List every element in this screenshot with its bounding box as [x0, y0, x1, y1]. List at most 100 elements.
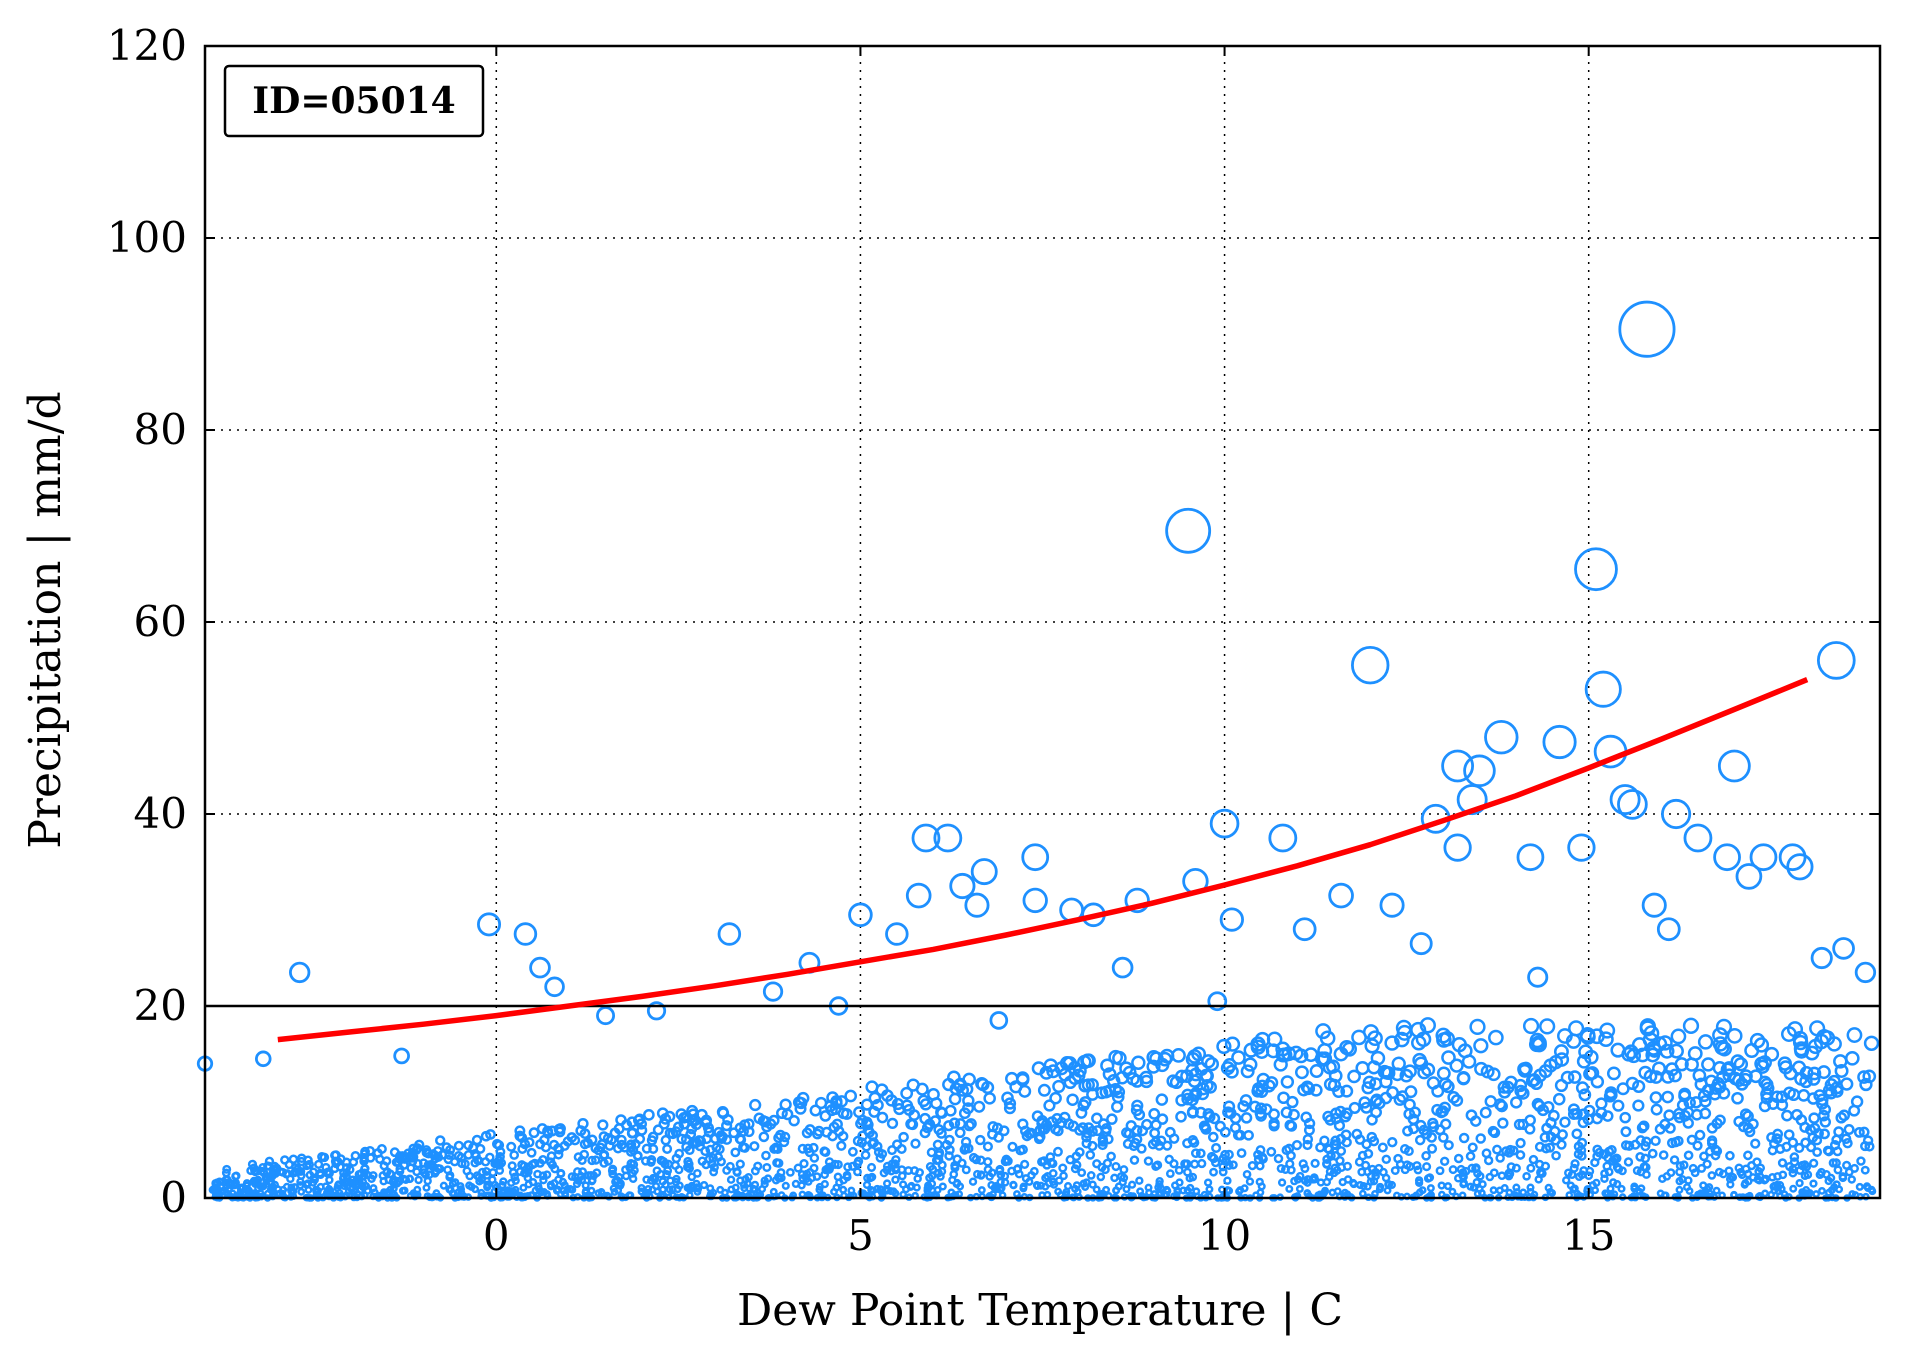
background-point — [1537, 1104, 1549, 1117]
data-point — [513, 922, 538, 946]
background-point — [749, 1184, 758, 1193]
background-point — [1314, 1051, 1330, 1066]
background-point — [1102, 1067, 1117, 1081]
background-point — [1266, 1031, 1283, 1048]
background-point — [1300, 1164, 1310, 1174]
data-point — [1609, 784, 1641, 816]
background-point — [314, 1186, 322, 1195]
background-point — [1534, 1175, 1543, 1184]
background-point — [1569, 1163, 1579, 1173]
background-point — [1427, 1117, 1439, 1130]
background-point — [847, 1146, 858, 1157]
background-point — [815, 1182, 824, 1191]
background-point — [662, 1143, 673, 1154]
data-point — [1209, 808, 1240, 839]
background-point — [556, 1169, 566, 1179]
background-point — [1612, 1162, 1622, 1172]
background-point — [1129, 1155, 1140, 1165]
background-point — [1298, 1159, 1308, 1169]
background-point — [1694, 1129, 1706, 1141]
data-point — [1717, 749, 1751, 783]
background-point — [644, 1185, 653, 1193]
background-point — [1670, 1028, 1687, 1045]
background-point — [1822, 1170, 1831, 1179]
background-point — [1485, 1172, 1495, 1182]
background-point — [1661, 1090, 1675, 1104]
background-point — [1443, 1140, 1454, 1151]
background-point — [247, 1159, 258, 1169]
background-point — [1237, 1100, 1250, 1113]
background-point — [1223, 1176, 1232, 1185]
background-point — [1209, 1167, 1218, 1177]
background-point — [781, 1181, 790, 1190]
background-point — [1195, 1148, 1206, 1159]
background-point — [716, 1133, 727, 1145]
background-point — [1277, 1178, 1287, 1187]
background-point — [1186, 1106, 1199, 1119]
x-tick-label: 5 — [847, 1211, 874, 1260]
y-axis-label: Precipitation | mm/d — [20, 391, 71, 848]
background-point — [1567, 1070, 1582, 1084]
background-point — [1240, 1112, 1253, 1124]
background-point — [924, 1181, 933, 1190]
background-point — [527, 1159, 538, 1170]
background-point — [1174, 1165, 1184, 1175]
background-point — [650, 1174, 660, 1184]
data-point — [1328, 882, 1354, 909]
background-point — [1110, 1173, 1119, 1183]
background-point — [1239, 1094, 1253, 1107]
background-point — [703, 1126, 715, 1138]
background-point — [1377, 1142, 1388, 1153]
background-point — [626, 1127, 638, 1139]
background-point — [1755, 1176, 1764, 1185]
background-point — [808, 1142, 819, 1153]
background-point — [1773, 1180, 1782, 1190]
background-point — [1092, 1185, 1101, 1194]
background-point — [474, 1173, 484, 1182]
background-point — [430, 1153, 440, 1164]
background-point — [750, 1166, 760, 1176]
background-point — [613, 1143, 624, 1154]
background-point — [1340, 1129, 1352, 1141]
background-point — [982, 1141, 993, 1152]
background-point — [1732, 1073, 1746, 1088]
background-point — [1848, 1104, 1861, 1117]
background-point — [1650, 1103, 1663, 1116]
background-point — [1710, 1150, 1721, 1161]
background-point — [1449, 1058, 1464, 1073]
background-point — [1853, 1126, 1865, 1138]
background-point — [271, 1165, 281, 1175]
background-point — [421, 1145, 432, 1156]
background-point — [636, 1124, 648, 1136]
background-point — [1100, 1058, 1115, 1073]
background-point — [692, 1179, 701, 1188]
background-point — [559, 1186, 568, 1195]
dense-point-cloud — [208, 1017, 1880, 1202]
background-point — [1181, 1088, 1194, 1102]
data-point — [1441, 749, 1475, 783]
background-point — [675, 1108, 688, 1121]
background-point — [1363, 1167, 1373, 1177]
background-point — [1789, 1184, 1798, 1193]
background-point — [1590, 1074, 1605, 1089]
background-point — [1855, 1182, 1864, 1191]
background-point — [1294, 1065, 1309, 1080]
background-point — [963, 1120, 975, 1132]
background-point — [1551, 1150, 1561, 1161]
background-point — [495, 1146, 506, 1157]
background-point — [443, 1154, 454, 1165]
background-point — [910, 1138, 921, 1149]
y-tick-label: 40 — [134, 789, 187, 838]
background-point — [577, 1175, 587, 1185]
background-point — [1019, 1184, 1028, 1193]
background-point — [1007, 1141, 1018, 1152]
background-point — [1390, 1067, 1405, 1082]
data-point — [393, 1047, 410, 1065]
background-point — [323, 1168, 332, 1178]
background-point — [1489, 1127, 1501, 1139]
background-point — [1248, 1100, 1262, 1113]
background-point — [1180, 1069, 1194, 1083]
background-point — [360, 1164, 370, 1174]
background-point — [632, 1114, 645, 1126]
background-point — [1813, 1089, 1827, 1103]
